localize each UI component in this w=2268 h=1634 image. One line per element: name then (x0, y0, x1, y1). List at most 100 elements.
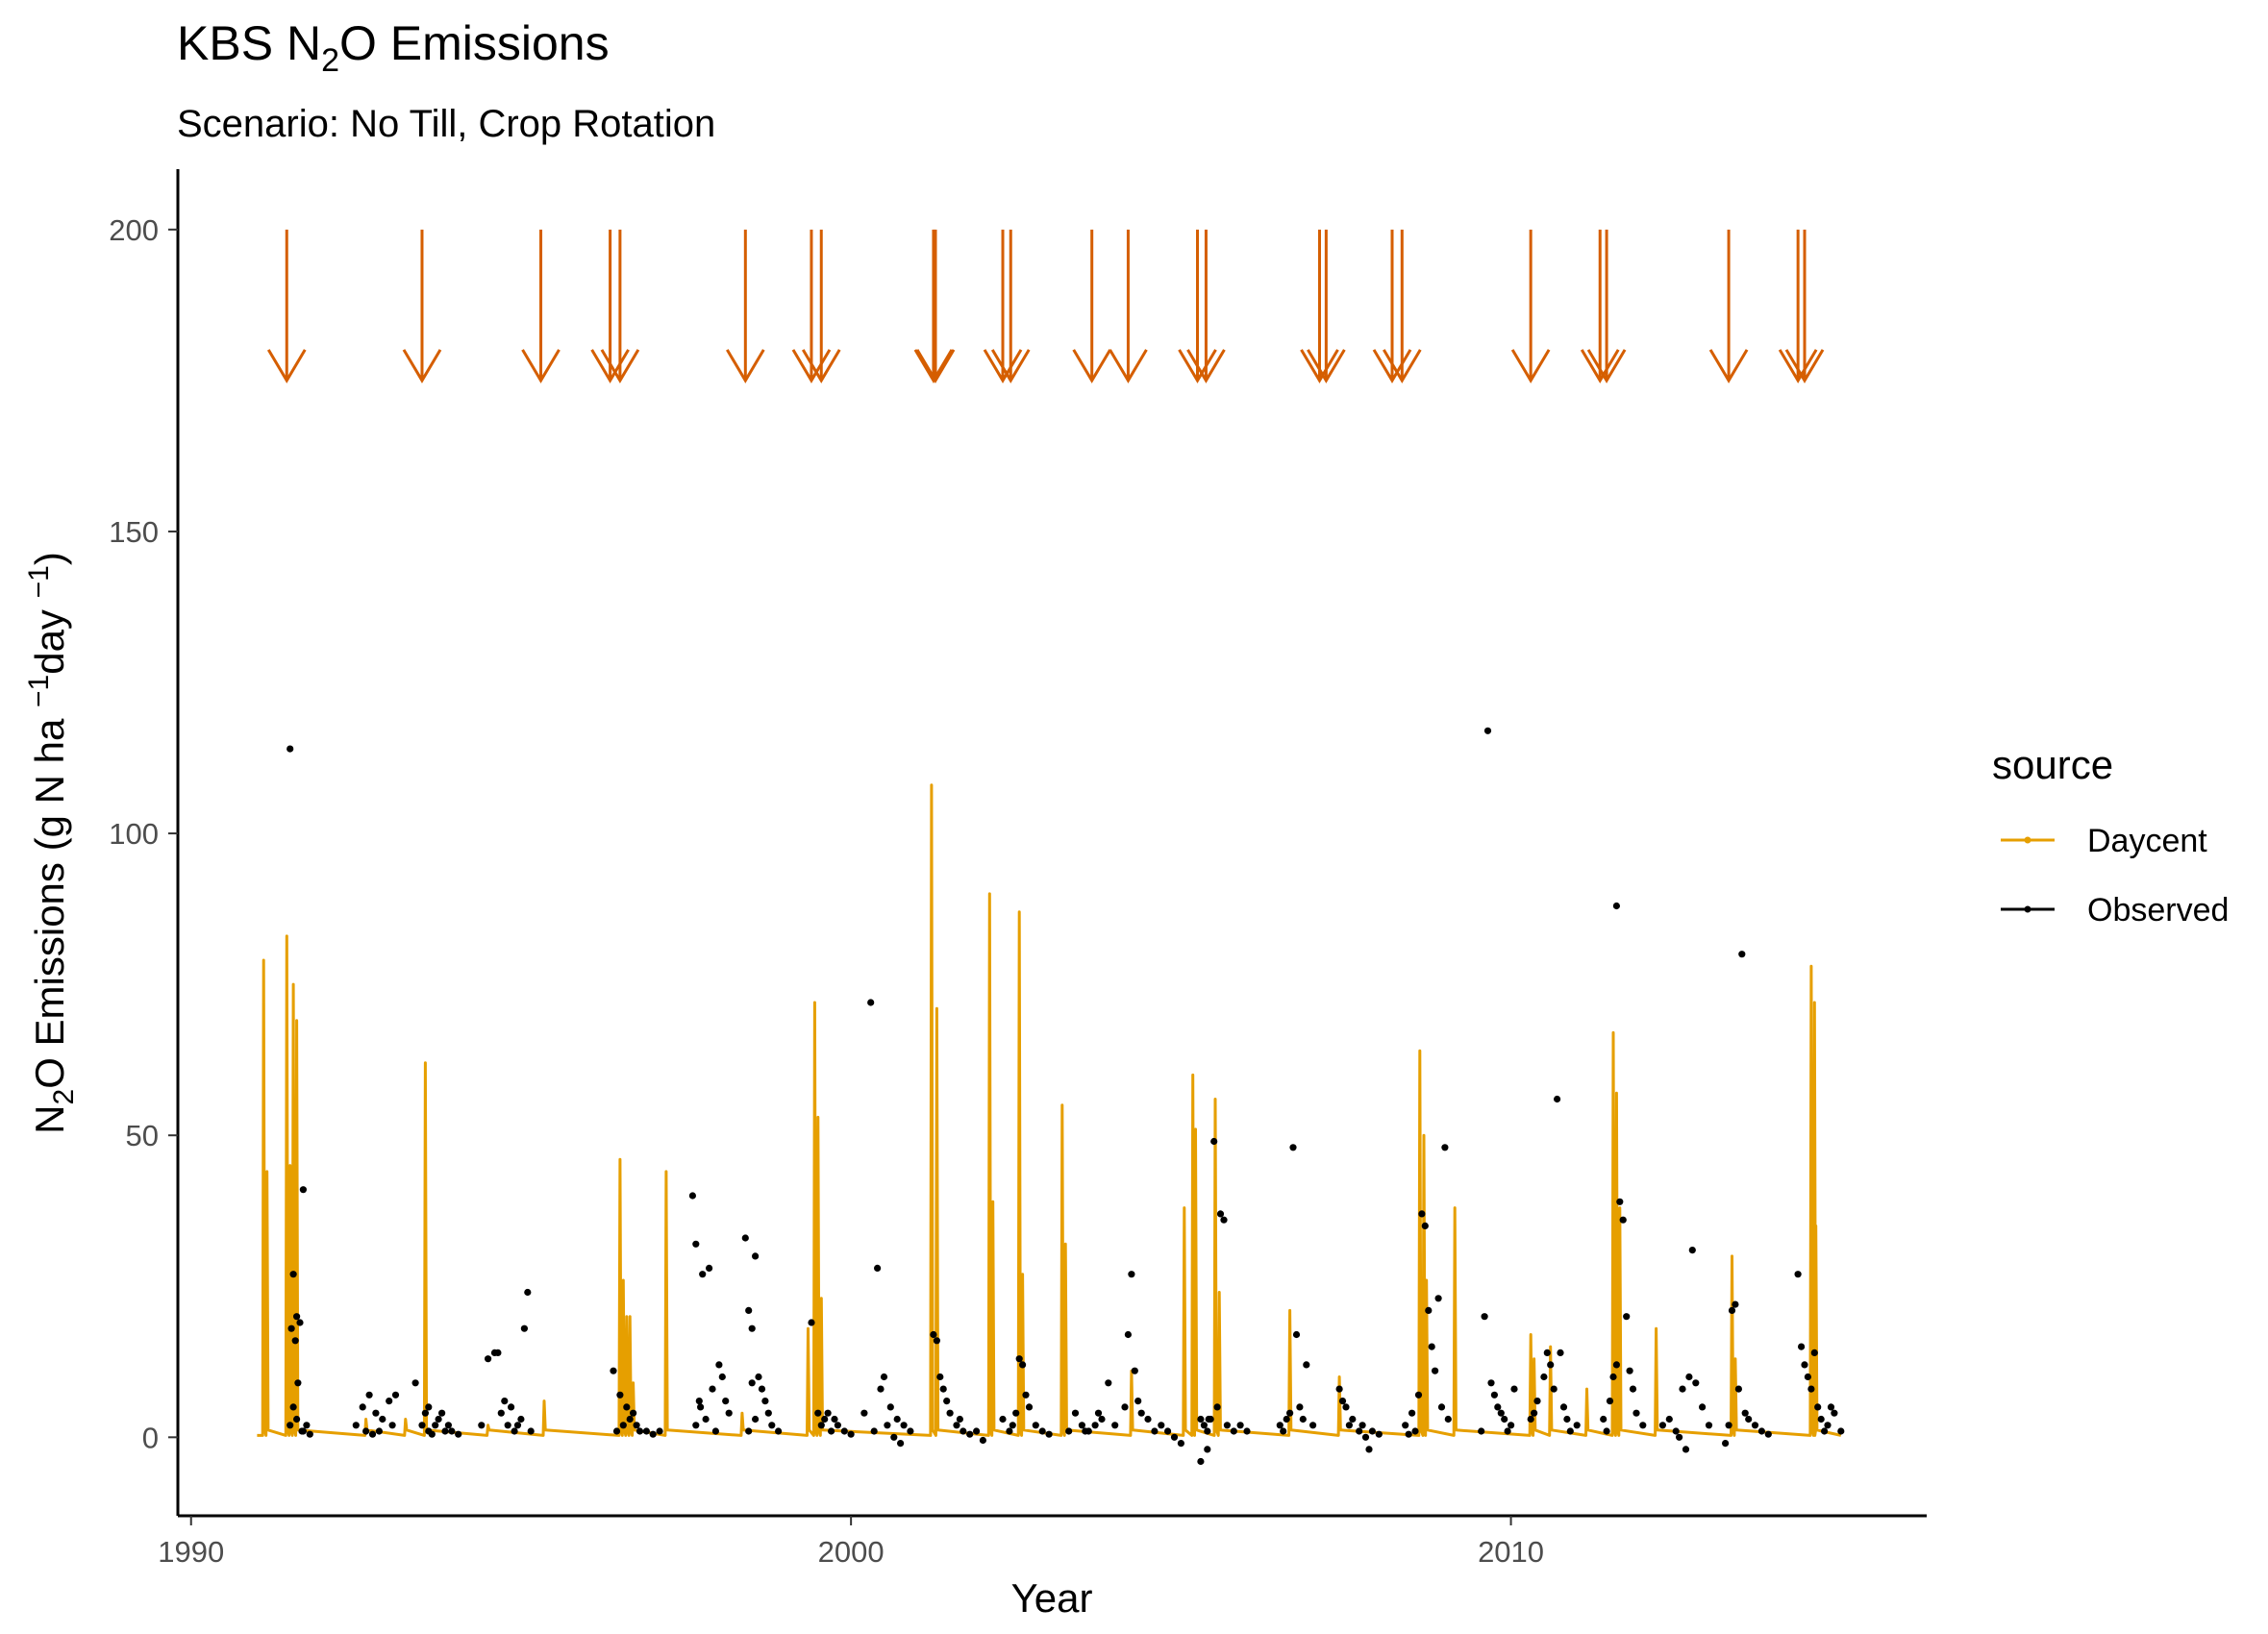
observed-point (1432, 1367, 1439, 1374)
observed-point (1216, 1210, 1225, 1218)
observed-point (1494, 1403, 1502, 1411)
observed-point (880, 1373, 888, 1381)
event-arrow (402, 229, 442, 384)
observed-point (623, 1403, 631, 1411)
observed-point (1368, 1427, 1376, 1435)
observed-point (1554, 1095, 1561, 1103)
observed-point (1483, 727, 1492, 734)
observed-point (1831, 1409, 1838, 1417)
observed-point (511, 1427, 518, 1435)
observed-point (1038, 1427, 1046, 1435)
observed-point (1728, 1306, 1736, 1314)
observed-point (1619, 1216, 1627, 1224)
observed-point (1094, 1409, 1103, 1417)
observed-point (1111, 1422, 1119, 1429)
observed-point (432, 1422, 439, 1429)
observed-point (1616, 1198, 1624, 1205)
event-arrow (1383, 229, 1422, 384)
observed-point (289, 1271, 297, 1278)
observed-point (748, 1379, 756, 1387)
observed-point (1356, 1427, 1363, 1435)
observed-point (1501, 1415, 1508, 1424)
observed-point (840, 1427, 848, 1435)
observed-point (520, 1325, 529, 1332)
observed-point (946, 1409, 954, 1417)
observed-point (709, 1385, 716, 1393)
observed-point (886, 1403, 894, 1411)
observed-point (517, 1415, 525, 1424)
observed-point (497, 1409, 505, 1417)
event-arrow (1708, 229, 1749, 384)
observed-point (1213, 1403, 1221, 1411)
observed-point (485, 1355, 492, 1363)
observed-point (1550, 1385, 1558, 1393)
observed-point (1124, 1330, 1132, 1339)
observed-point (379, 1415, 386, 1424)
observed-point (1303, 1361, 1310, 1369)
observed-point (1566, 1427, 1574, 1435)
observed-point (1563, 1415, 1571, 1424)
observed-point (1032, 1422, 1039, 1429)
observed-point (699, 1271, 707, 1278)
observed-point (306, 1430, 313, 1438)
y-tick-label: 150 (109, 515, 159, 549)
x-tick-label: 2000 (818, 1535, 885, 1569)
observed-point (612, 1427, 621, 1435)
observed-point (1243, 1427, 1251, 1435)
observed-point (1692, 1379, 1700, 1387)
observed-point (287, 745, 294, 753)
observed-point (616, 1391, 624, 1399)
daycent-line (257, 783, 1842, 1437)
observed-point (748, 1325, 756, 1332)
observed-point (1672, 1427, 1680, 1435)
event-arrow (266, 229, 307, 384)
observed-point (1425, 1306, 1433, 1314)
observed-point (1204, 1446, 1211, 1453)
observed-point (711, 1427, 720, 1435)
observed-point (706, 1264, 713, 1272)
event-arrow (600, 229, 640, 384)
observed-point (291, 1337, 299, 1345)
observed-point (752, 1415, 760, 1424)
observed-point (897, 1440, 905, 1448)
observed-point (1821, 1427, 1829, 1435)
observed-point (1082, 1427, 1089, 1435)
observed-point (1286, 1409, 1294, 1417)
observed-point (1197, 1415, 1205, 1424)
observed-point (1478, 1427, 1485, 1435)
observed-point (755, 1373, 762, 1381)
observed-point (1658, 1422, 1666, 1429)
observed-point (999, 1415, 1007, 1424)
observed-point (504, 1422, 511, 1429)
observed-point (1411, 1427, 1419, 1435)
event-arrow (1186, 229, 1226, 384)
observed-point (1794, 1271, 1802, 1278)
observed-point (441, 1427, 449, 1435)
observed-point (1600, 1415, 1608, 1424)
observed-point (1804, 1373, 1811, 1381)
event-arrow (1072, 229, 1111, 384)
y-axis-title: N2O Emissions (g N ha −1day −1) (23, 552, 80, 1134)
observed-point (1757, 1427, 1765, 1435)
y-tick-label: 100 (109, 817, 159, 851)
observed-point (1623, 1313, 1631, 1321)
observed-point (702, 1415, 710, 1424)
observed-series (287, 727, 1845, 1466)
observed-point (352, 1422, 360, 1429)
observed-point (1504, 1427, 1511, 1435)
observed-point (1358, 1422, 1366, 1429)
observed-point (973, 1427, 981, 1435)
observed-point (1734, 1385, 1742, 1393)
legend-label-observed: Observed (2087, 892, 2229, 928)
observed-point (1639, 1422, 1647, 1429)
observed-point (1210, 1137, 1218, 1146)
observed-point (1012, 1409, 1020, 1417)
event-arrow (1784, 229, 1825, 384)
observed-point (501, 1398, 509, 1405)
observed-point (808, 1319, 815, 1326)
observed-point (1296, 1403, 1304, 1411)
observed-point (1289, 1144, 1297, 1151)
observed-point (1665, 1415, 1673, 1424)
observed-point (1559, 1403, 1568, 1411)
observed-point (1204, 1427, 1211, 1435)
